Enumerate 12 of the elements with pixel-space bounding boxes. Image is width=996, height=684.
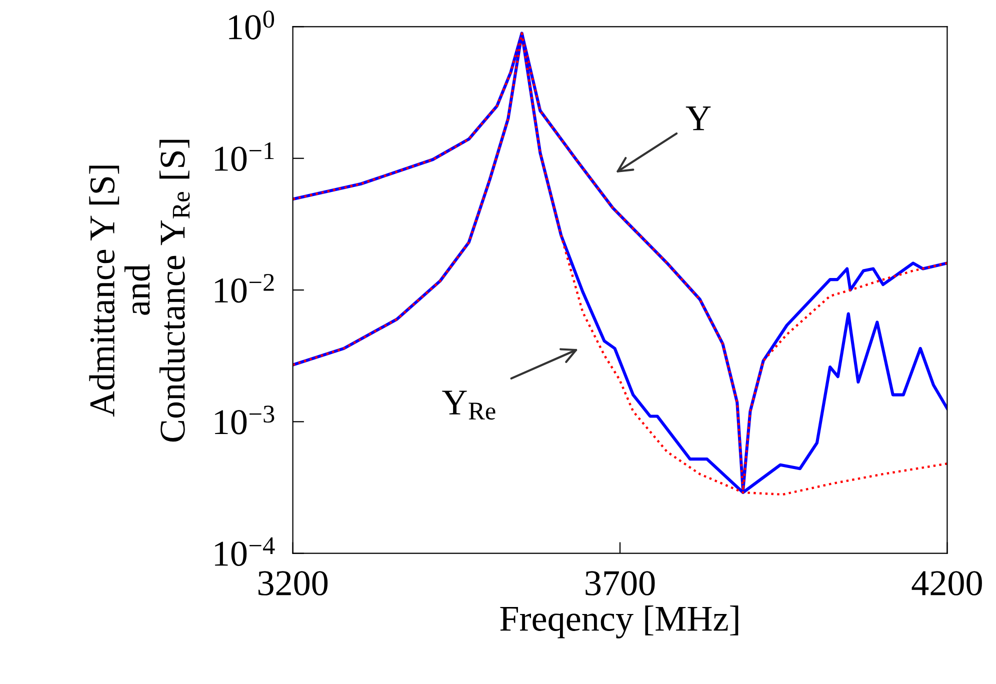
- y-tick-label: 10$^{−3}$: [215, 406, 274, 434]
- y-tick-label: 10$^{0}$: [229, 10, 274, 40]
- y-tick-label: 10$^{−4}$: [215, 537, 275, 566]
- y-tick-label: 10$^{−2}$: [215, 274, 274, 303]
- x-tick-label: 4200: [912, 571, 982, 596]
- x-tick-label: 3700: [586, 571, 655, 596]
- x-tick-label: 3200: [258, 571, 328, 596]
- y-axis-title: Admittance Y [S] and Conductance Y$_{Re}$ [S]: [89, 140, 190, 442]
- y-tick-label: 10$^{−1}$: [215, 142, 274, 171]
- annotation: Y: [686, 106, 711, 130]
- annotation: Y$_{Re}$: [442, 390, 496, 420]
- x-axis-title: Freqency [MHz]: [500, 606, 738, 638]
